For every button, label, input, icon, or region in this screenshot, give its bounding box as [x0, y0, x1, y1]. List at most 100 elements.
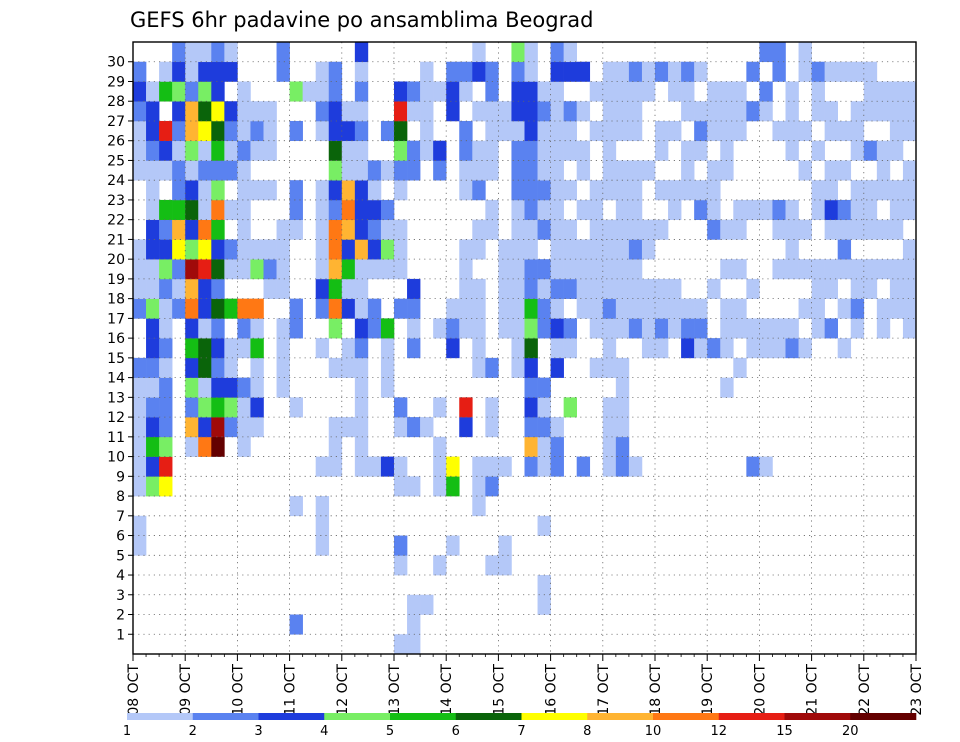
- heatmap-cell: [146, 199, 160, 220]
- heatmap-cell: [615, 199, 630, 220]
- heatmap-cell: [798, 160, 812, 181]
- heatmap-cell: [328, 239, 343, 260]
- heatmap-cell: [159, 61, 173, 82]
- heatmap-cell: [759, 456, 773, 477]
- colorbar-swatch: [324, 713, 391, 720]
- y-tick-label: 7: [116, 509, 125, 525]
- heatmap-cell: [211, 239, 225, 260]
- heatmap-cell: [354, 259, 369, 280]
- y-tick-label: 16: [107, 331, 125, 347]
- heatmap-cell: [602, 180, 617, 201]
- x-tick-label: 15 OCT: [491, 664, 507, 716]
- heatmap-cell: [394, 140, 408, 161]
- heatmap-cell: [550, 436, 564, 457]
- heatmap-cell: [172, 120, 186, 142]
- heatmap-cell: [250, 259, 264, 280]
- heatmap-cell: [641, 338, 656, 359]
- y-tick-label: 18: [107, 292, 125, 308]
- heatmap-cell: [224, 239, 238, 260]
- heatmap-cell: [211, 160, 225, 181]
- heatmap-cell: [485, 101, 499, 122]
- heatmap-cell: [589, 199, 604, 220]
- heatmap-cell: [394, 239, 408, 260]
- heatmap-cell: [172, 101, 186, 122]
- heatmap-cell: [198, 397, 212, 418]
- heatmap-cell: [563, 219, 577, 240]
- heatmap-cell: [354, 219, 369, 240]
- heatmap-cell: [172, 180, 186, 201]
- heatmap-cell: [354, 377, 369, 398]
- heatmap-cell: [602, 456, 617, 477]
- heatmap-cell: [772, 42, 786, 63]
- heatmap-cell: [863, 61, 878, 82]
- heatmap-cell: [550, 338, 564, 359]
- heatmap-cell: [315, 259, 330, 280]
- heatmap-cell: [315, 515, 330, 536]
- heatmap-cell: [159, 278, 173, 299]
- heatmap-cell: [394, 535, 408, 556]
- heatmap-cell: [720, 298, 734, 319]
- heatmap-cell: [276, 357, 290, 378]
- heatmap-cell: [250, 417, 264, 438]
- heatmap-cell: [354, 160, 369, 181]
- heatmap-cell: [289, 397, 303, 418]
- colorbar-swatch: [127, 713, 194, 720]
- heatmap-cell: [420, 101, 434, 122]
- heatmap-cell: [681, 318, 695, 339]
- heatmap-cell: [146, 120, 160, 142]
- heatmap-cell: [485, 160, 499, 181]
- heatmap-cell: [172, 278, 186, 299]
- heatmap-cell: [289, 614, 303, 635]
- heatmap-cell: [511, 199, 525, 220]
- heatmap-cell: [655, 338, 669, 359]
- heatmap-cell: [550, 259, 564, 280]
- heatmap-cell: [902, 298, 917, 319]
- heatmap-cell: [407, 298, 421, 319]
- heatmap-cell: [785, 101, 799, 122]
- heatmap-cell: [159, 338, 173, 359]
- heatmap-cell: [824, 199, 838, 220]
- heatmap-cell: [798, 61, 812, 82]
- heatmap-cell: [185, 160, 199, 181]
- heatmap-cell: [850, 278, 865, 299]
- heatmap-cell: [485, 555, 499, 576]
- x-tick-label: 19 OCT: [700, 664, 716, 716]
- heatmap-cell: [380, 357, 395, 378]
- heatmap-cell: [407, 318, 421, 339]
- heatmap-cell: [720, 160, 734, 181]
- heatmap-cell: [394, 397, 408, 418]
- heatmap-cell: [537, 417, 551, 438]
- heatmap-cell: [276, 318, 290, 339]
- heatmap-cell: [563, 140, 577, 161]
- heatmap-cell: [159, 318, 173, 339]
- heatmap-cell: [602, 259, 617, 280]
- heatmap-cell: [328, 81, 343, 102]
- heatmap-cell: [237, 239, 251, 260]
- heatmap-cell: [615, 357, 630, 378]
- heatmap-cell: [889, 298, 904, 319]
- heatmap-cell: [576, 456, 591, 477]
- heatmap-cell: [394, 120, 408, 142]
- heatmap-cell: [850, 120, 865, 142]
- heatmap-cell: [211, 397, 225, 418]
- y-tick-label: 3: [116, 588, 125, 604]
- y-tick-label: 9: [116, 469, 125, 485]
- heatmap-cell: [641, 160, 656, 181]
- heatmap-cell: [224, 61, 238, 82]
- heatmap-cell: [550, 160, 564, 181]
- y-tick-label: 30: [107, 55, 125, 71]
- heatmap-cell: [146, 160, 160, 181]
- heatmap-cell: [733, 219, 747, 240]
- colorbar-label: 6: [452, 724, 460, 739]
- heatmap-cell: [276, 377, 290, 398]
- heatmap-cell: [550, 140, 564, 161]
- heatmap-cell: [720, 101, 734, 122]
- heatmap-cell: [720, 318, 734, 339]
- y-tick-label: 24: [107, 173, 125, 189]
- heatmap-cell: [341, 140, 356, 161]
- heatmap-cell: [328, 120, 343, 142]
- heatmap-cell: [655, 219, 669, 240]
- heatmap-cell: [211, 81, 225, 102]
- heatmap-cell: [394, 259, 408, 280]
